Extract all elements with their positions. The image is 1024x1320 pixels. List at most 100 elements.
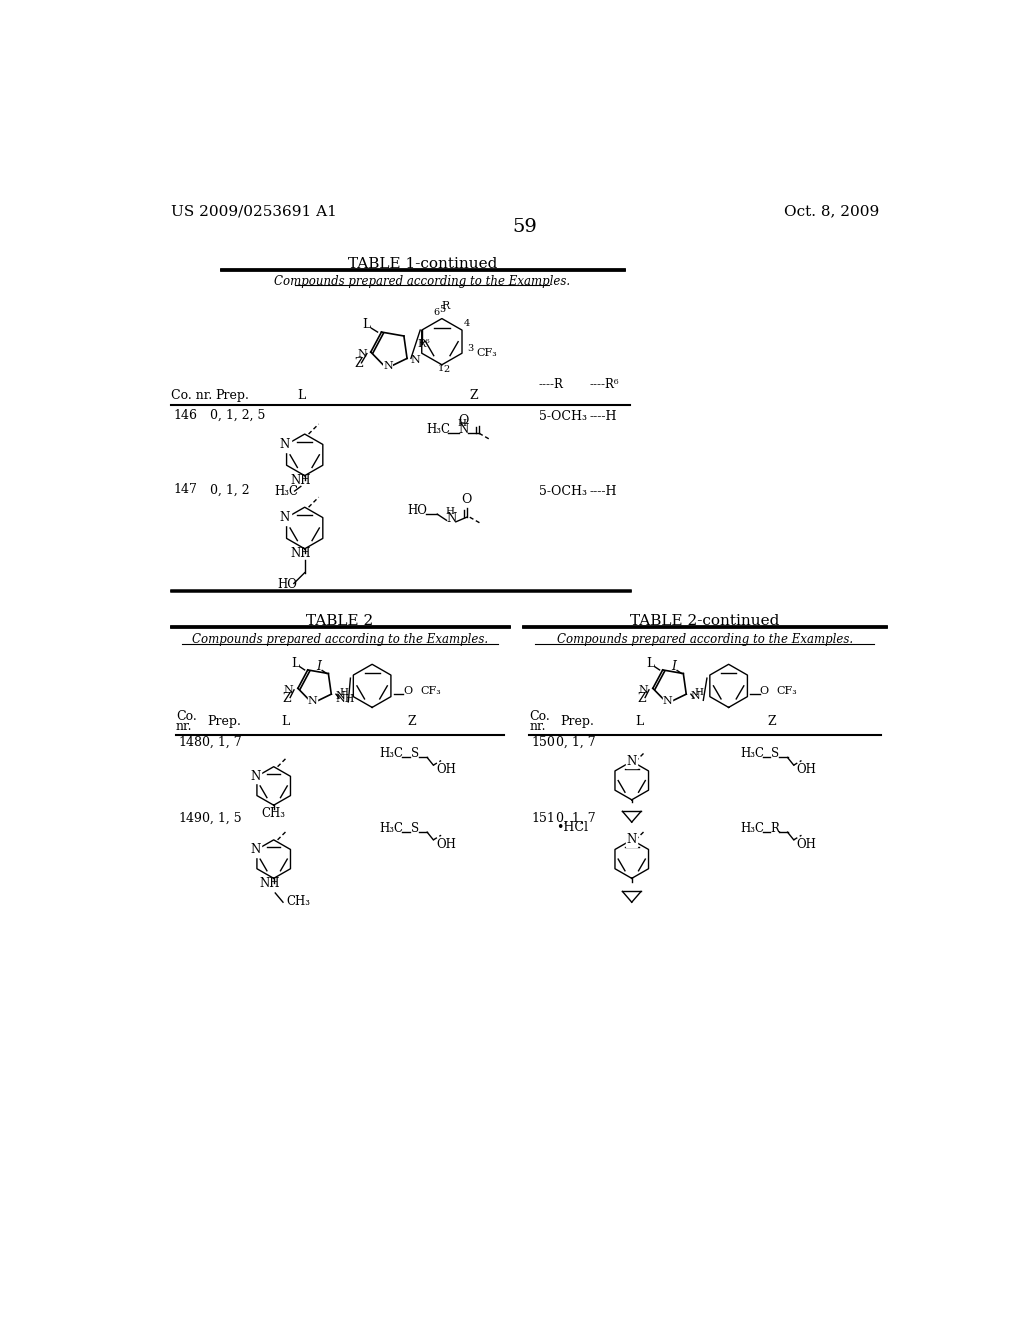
Text: L: L — [646, 657, 654, 669]
Text: 151: 151 — [531, 812, 556, 825]
Text: Co.: Co. — [176, 710, 197, 723]
Text: 5-OCH₃: 5-OCH₃ — [539, 484, 587, 498]
Text: HO: HO — [278, 578, 298, 591]
Text: Z: Z — [638, 692, 646, 705]
Text: 150: 150 — [531, 737, 556, 748]
Text: 146: 146 — [173, 409, 197, 421]
Text: O: O — [403, 685, 413, 696]
Text: NH: NH — [291, 474, 311, 487]
Text: H₃C: H₃C — [274, 484, 298, 498]
Text: 6: 6 — [433, 309, 439, 318]
Text: TABLE 1-continued: TABLE 1-continued — [348, 257, 498, 271]
Text: H: H — [695, 688, 703, 697]
Text: TABLE 2: TABLE 2 — [306, 614, 374, 628]
Text: 4: 4 — [464, 319, 470, 329]
Text: L: L — [291, 657, 299, 669]
Text: 5-OCH₃: 5-OCH₃ — [539, 411, 587, 424]
Text: N: N — [250, 770, 260, 783]
Text: H₃C: H₃C — [427, 424, 451, 437]
Text: N: N — [638, 685, 648, 694]
Text: H₃C: H₃C — [380, 822, 403, 836]
Text: 149: 149 — [178, 812, 203, 825]
Text: Co.: Co. — [529, 710, 550, 723]
Text: 3: 3 — [467, 345, 474, 352]
Text: Prep.: Prep. — [560, 715, 594, 729]
Text: O: O — [459, 414, 469, 428]
Text: R⁶: R⁶ — [417, 339, 430, 348]
Text: N: N — [627, 833, 637, 846]
Text: CH₃: CH₃ — [286, 895, 310, 908]
Text: CH₃: CH₃ — [262, 807, 286, 820]
Text: H: H — [445, 507, 454, 516]
Text: 2: 2 — [443, 366, 450, 375]
Text: O: O — [760, 685, 769, 696]
Text: Z: Z — [407, 715, 416, 729]
Text: CF₃: CF₃ — [476, 347, 497, 358]
Text: Compounds prepared according to the Examples.: Compounds prepared according to the Exam… — [556, 634, 853, 647]
Text: N: N — [446, 512, 457, 525]
Text: N: N — [691, 690, 700, 701]
Text: R: R — [771, 822, 779, 836]
Text: H: H — [340, 688, 349, 697]
Text: 0, 1, 2: 0, 1, 2 — [210, 483, 250, 496]
Text: L: L — [361, 318, 370, 331]
Text: N: N — [307, 696, 317, 706]
Text: N: N — [336, 690, 346, 701]
Text: 0, 1, 5: 0, 1, 5 — [203, 812, 242, 825]
Text: Z: Z — [767, 715, 776, 729]
Text: NH: NH — [291, 548, 311, 560]
Text: N: N — [383, 360, 393, 371]
Text: OH: OH — [797, 838, 817, 850]
Text: N: N — [280, 511, 290, 524]
Text: US 2009/0253691 A1: US 2009/0253691 A1 — [171, 205, 337, 219]
Text: 59: 59 — [512, 218, 538, 236]
Text: Oct. 8, 2009: Oct. 8, 2009 — [784, 205, 880, 219]
Text: TABLE 2-continued: TABLE 2-continued — [630, 614, 779, 628]
Text: Z: Z — [469, 388, 477, 401]
Text: OH: OH — [436, 763, 457, 776]
Text: ----H: ----H — [590, 411, 617, 424]
Text: ----R: ----R — [539, 378, 563, 391]
Text: OH: OH — [797, 763, 817, 776]
Text: Z: Z — [283, 692, 292, 705]
Text: 1: 1 — [438, 364, 444, 374]
Text: nr.: nr. — [176, 719, 193, 733]
Text: N: N — [280, 438, 290, 451]
Text: L: L — [636, 715, 644, 729]
Text: L: L — [297, 388, 305, 401]
Text: 0, 1, 7: 0, 1, 7 — [556, 812, 595, 825]
Text: Compounds prepared according to the Examples.: Compounds prepared according to the Exam… — [274, 276, 570, 289]
Text: OH: OH — [436, 838, 457, 850]
Text: ----R⁶: ----R⁶ — [589, 378, 618, 391]
Text: 0, 1, 2, 5: 0, 1, 2, 5 — [210, 409, 265, 421]
Text: HO: HO — [408, 504, 427, 517]
Text: ----H: ----H — [590, 484, 617, 498]
Text: Z: Z — [354, 358, 362, 371]
Text: N: N — [284, 685, 293, 694]
Text: 0, 1, 7: 0, 1, 7 — [203, 737, 242, 748]
Text: 148: 148 — [178, 737, 203, 748]
Text: Compounds prepared according to the Examples.: Compounds prepared according to the Exam… — [191, 634, 488, 647]
Text: L: L — [282, 715, 290, 729]
Text: Prep.: Prep. — [215, 388, 249, 401]
Text: nr.: nr. — [529, 719, 546, 733]
Text: I: I — [316, 660, 322, 673]
Text: R: R — [441, 301, 450, 310]
Text: S: S — [411, 822, 419, 836]
Text: O: O — [462, 494, 472, 507]
Text: Prep.: Prep. — [207, 715, 241, 729]
Text: •HCl: •HCl — [556, 821, 588, 834]
Text: H₃C: H₃C — [740, 747, 764, 760]
Text: H₃C: H₃C — [740, 822, 764, 836]
Text: 0, 1, 7: 0, 1, 7 — [556, 737, 595, 748]
Text: N: N — [459, 424, 469, 437]
Text: N: N — [663, 696, 673, 706]
Text: H₃C: H₃C — [380, 747, 403, 760]
Text: 5: 5 — [438, 305, 444, 314]
Text: NH: NH — [336, 694, 355, 704]
Text: N: N — [411, 355, 421, 364]
Text: NH: NH — [259, 876, 281, 890]
Text: I: I — [672, 660, 677, 673]
Text: 147: 147 — [173, 483, 197, 496]
Text: H: H — [458, 418, 467, 428]
